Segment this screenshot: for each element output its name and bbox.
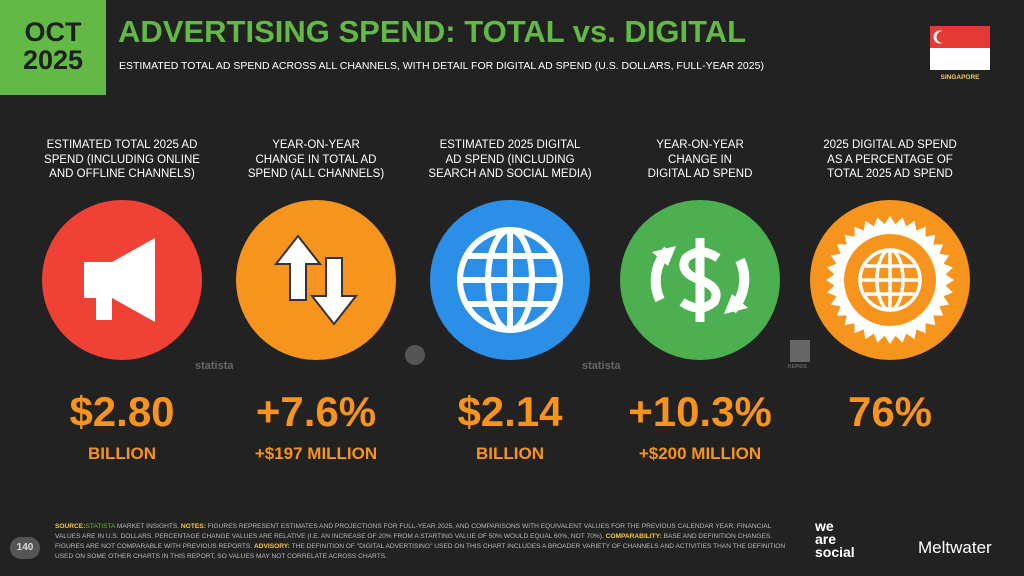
note-part: THE DEFINITION OF "DIGITAL ADVERTISING" …	[55, 543, 786, 560]
watermark: statista	[582, 360, 621, 372]
label-line: ESTIMATED 2025 DIGITAL	[439, 139, 581, 151]
brand-logo: Meltwater	[918, 538, 992, 557]
brand-line: social	[815, 544, 855, 560]
page-number: 140	[10, 537, 40, 559]
note-part: BASE AND DEFINITION CHANGES. FIGURES ARE…	[55, 533, 773, 550]
stat-sublabel: BILLION	[88, 444, 156, 463]
flag	[930, 26, 990, 70]
label-line: AND OFFLINE CHANNELS)	[49, 168, 195, 180]
stat-label: 2025 DIGITAL AD SPEND AS A PERCENTAGE OF T…	[800, 138, 980, 182]
stat-value: $2.14	[457, 388, 563, 435]
label-line: TOTAL 2025 AD SPEND	[827, 168, 953, 180]
label-line: SPEND (INCLUDING ONLINE	[44, 153, 200, 166]
note-part: NOTES:	[180, 523, 206, 530]
stat-value: $2.80	[69, 388, 175, 435]
note-part: COMPARABILITY:	[605, 533, 662, 540]
note-part: SOURCE:	[55, 523, 86, 530]
stat-sublabel: BILLION	[476, 444, 544, 463]
globe-icon	[457, 227, 563, 333]
source-logo	[405, 345, 425, 365]
label-line: AD SPEND (INCLUDING	[445, 153, 575, 166]
stat-value: 76%	[847, 388, 933, 435]
date-year: 2025	[22, 45, 84, 75]
label-line: CHANGE IN	[668, 153, 732, 166]
arrows-icon	[273, 234, 359, 326]
subtitle: ESTIMATED TOTAL AD SPEND ACROSS ALL CHAN…	[119, 60, 764, 72]
brand-logo: we are social	[815, 518, 855, 560]
note-part: FIGURES REPRESENT ESTIMATES AND PROJECTI…	[55, 523, 772, 540]
label-line: 2025 DIGITAL AD SPEND	[823, 139, 957, 151]
label-line: AS A PERCENTAGE OF	[827, 153, 953, 166]
date-box: OCT 2025	[0, 0, 106, 95]
kepios-logo	[790, 340, 810, 362]
icon-circle	[236, 200, 396, 360]
stat-label: ESTIMATED TOTAL 2025 AD SPEND (INCLUDING …	[32, 138, 212, 182]
stat-label: ESTIMATED 2025 DIGITAL AD SPEND (INCLUDIN…	[420, 138, 600, 182]
globe-icon	[858, 248, 922, 312]
note-part: STATISTA	[85, 523, 116, 530]
stat-sublabel: +$200 MILLION	[638, 444, 762, 463]
stat-value: +7.6%	[255, 388, 377, 435]
label-line: ESTIMATED TOTAL 2025 AD	[46, 139, 198, 151]
stat-sublabel: +$197 MILLION	[254, 444, 378, 463]
date-month: OCT	[24, 17, 82, 47]
label-line: DIGITAL AD SPEND	[647, 168, 753, 180]
label-line: YEAR-ON-YEAR	[656, 139, 744, 151]
label-line: CHANGE IN TOTAL AD	[255, 153, 377, 166]
notes: SOURCE:STATISTA MARKET INSIGHTS. NOTES: …	[55, 522, 795, 562]
note-part: MARKET INSIGHTS.	[115, 523, 181, 530]
brand-line: we	[815, 518, 834, 534]
label-line: SEARCH AND SOCIAL MEDIA)	[428, 168, 592, 180]
title: ADVERTISING SPEND: TOTAL vs. DIGITAL	[118, 14, 747, 49]
note-part: ADVISORY:	[253, 543, 290, 550]
brand-line: are	[815, 531, 837, 547]
label-line: SPEND (ALL CHANNELS)	[247, 168, 385, 180]
dollar-arrowheads	[652, 246, 748, 314]
stat-label: YEAR-ON-YEAR CHANGE IN DIGITAL AD SPEND	[610, 138, 790, 182]
label-line: YEAR-ON-YEAR	[272, 139, 360, 151]
country: SINGAPORE	[940, 74, 980, 81]
stat-label: YEAR-ON-YEAR CHANGE IN TOTAL AD SPEND (ALL…	[226, 138, 406, 182]
watermark: KEPIOS	[788, 364, 807, 370]
watermark: statista	[195, 360, 234, 372]
stat-value: +10.3%	[628, 388, 772, 435]
megaphone-icon	[84, 238, 155, 322]
